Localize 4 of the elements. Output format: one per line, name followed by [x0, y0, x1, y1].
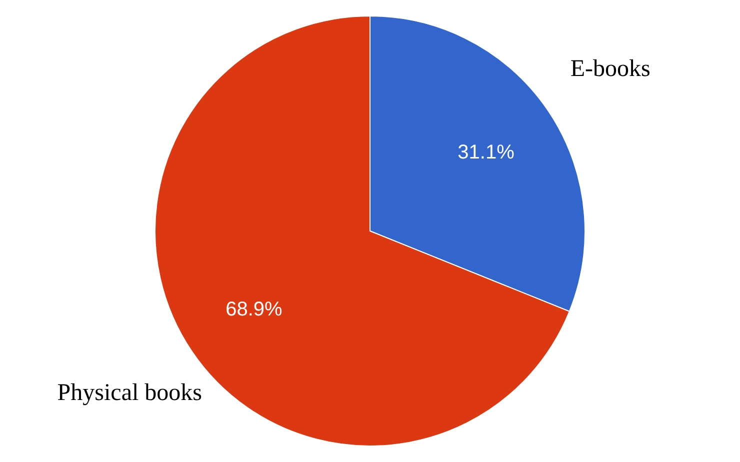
data-label: 31.1% — [458, 142, 515, 164]
slice-label: E-books — [570, 56, 650, 82]
slice-label: Physical books — [57, 380, 202, 406]
data-label: 68.9% — [226, 298, 283, 320]
